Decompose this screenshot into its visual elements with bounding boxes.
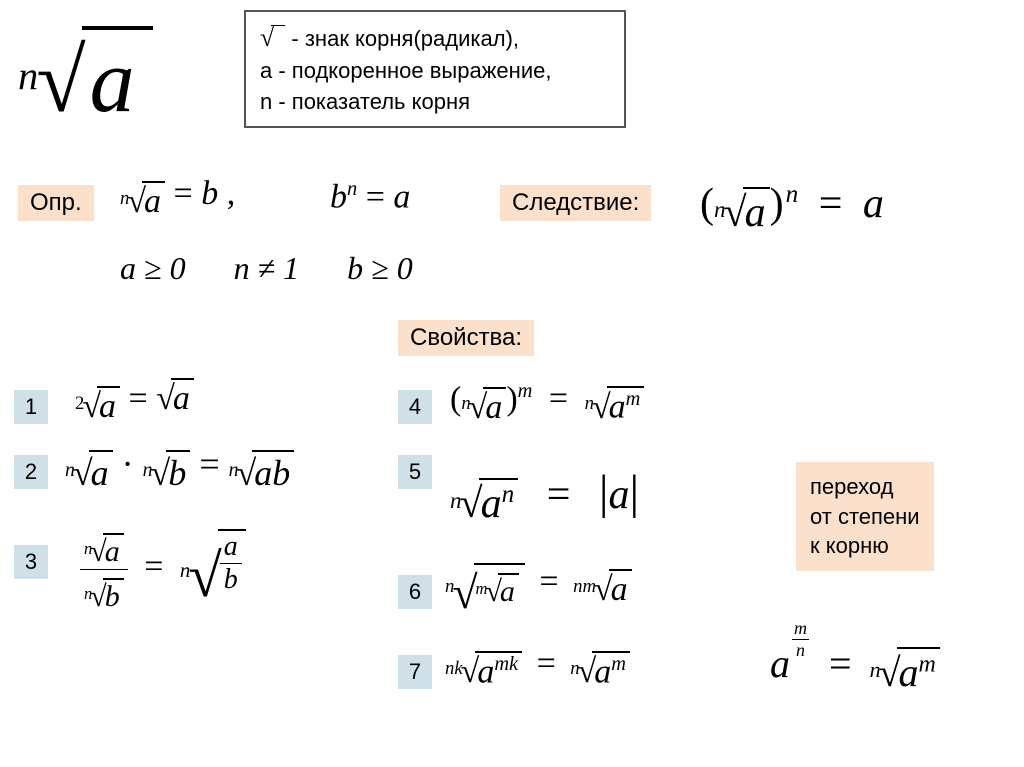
property-number-2: 2 — [14, 455, 48, 489]
property-5-equation: n √ an = |a| — [450, 465, 639, 528]
legend-line-2: a - подкоренное выражение, — [260, 56, 610, 87]
transition-label: переход от степени к корню — [796, 462, 934, 571]
big-radical-radicand: a — [82, 26, 153, 133]
property-1-equation: 2 √ a = √ a — [75, 378, 194, 426]
consequence-label: Следствие: — [500, 185, 651, 221]
property-number-1: 1 — [14, 390, 48, 424]
definition-conditions: a ≥ 0 n ≠ 1 b ≥ 0 — [120, 250, 413, 287]
property-number-6: 6 — [398, 575, 432, 609]
legend-line-3: n - показатель корня — [260, 87, 610, 118]
transition-equation: a m n = n √ am — [770, 640, 940, 696]
property-7-equation: nk √ amk = n √ am — [445, 645, 630, 691]
legend-box: √ - знак корня(радикал), a - подкоренное… — [244, 10, 626, 128]
property-number-7: 7 — [398, 655, 432, 689]
property-2-equation: n √ a · n √ b = n √ ab — [65, 443, 294, 494]
legend-line-1: √ - знак корня(радикал), — [260, 20, 610, 56]
definition-label: Опр. — [18, 185, 94, 221]
consequence-equation: ( n √ a )n = a — [700, 180, 884, 237]
property-4-equation: ( n √ a )m = n √ am — [450, 380, 644, 427]
property-number-4: 4 — [398, 390, 432, 424]
definition-eq-1: n √ a = b , — [120, 175, 235, 221]
properties-label: Свойства: — [398, 320, 534, 356]
property-number-5: 5 — [398, 455, 432, 489]
property-3-equation: n √ a n √ b = n √ a b — [80, 525, 246, 614]
property-6-equation: n √ m √ a = nm √ a — [445, 563, 632, 609]
property-number-3: 3 — [14, 545, 48, 579]
big-radical-index: n — [18, 52, 38, 99]
definition-eq-2: bn = a — [330, 178, 410, 216]
big-radical: n √ a — [18, 8, 153, 133]
